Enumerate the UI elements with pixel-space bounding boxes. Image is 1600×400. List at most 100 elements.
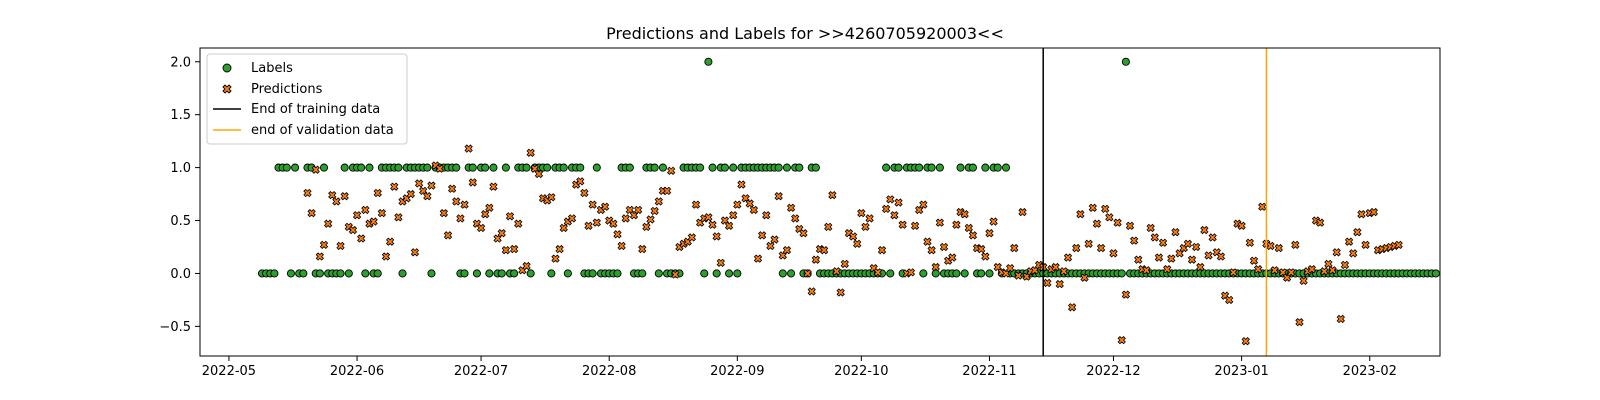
prediction-point	[1121, 290, 1131, 299]
label-point	[344, 269, 353, 278]
label-point	[638, 269, 647, 278]
prediction-point	[303, 188, 312, 198]
prediction-point	[762, 211, 771, 220]
prediction-point	[650, 206, 659, 216]
prediction-point	[1076, 210, 1085, 219]
prediction-point	[646, 215, 655, 224]
label-point	[782, 163, 791, 172]
prediction-point	[881, 204, 891, 214]
prediction-point	[485, 203, 494, 212]
prediction-point	[1080, 273, 1089, 282]
legend-validation-text: end of validation data	[251, 123, 394, 138]
prediction-point	[1018, 207, 1027, 217]
label-point	[365, 163, 374, 172]
prediction-point	[1274, 243, 1283, 253]
label-point	[787, 269, 796, 278]
prediction-point	[1249, 256, 1259, 265]
prediction-point	[311, 165, 320, 174]
prediction-point	[592, 218, 601, 227]
prediction-point	[799, 229, 808, 238]
label-point	[956, 163, 965, 172]
prediction-point	[906, 268, 916, 277]
label-point	[981, 163, 990, 172]
prediction-point	[704, 213, 713, 222]
prediction-point	[1158, 238, 1168, 247]
prediction-point	[1117, 335, 1126, 345]
prediction-point	[497, 229, 506, 238]
prediction-point	[1340, 260, 1350, 270]
prediction-point	[687, 233, 697, 242]
label-point	[547, 269, 556, 278]
prediction-point	[865, 214, 874, 223]
label-point	[625, 163, 634, 172]
prediction-point	[753, 254, 763, 263]
prediction-point	[1171, 227, 1180, 237]
prediction-point	[1051, 262, 1060, 272]
prediction-point	[336, 241, 345, 251]
prediction-point	[898, 220, 907, 229]
label-point	[510, 269, 519, 278]
prediction-point	[791, 214, 800, 223]
legend-training-text: End of training data	[251, 102, 380, 117]
x-tick-label: 2022-05	[202, 364, 256, 379]
prediction-point	[1369, 207, 1379, 217]
prediction-point	[410, 248, 420, 257]
prediction-point	[1088, 203, 1097, 212]
prediction-point	[981, 252, 990, 261]
label-point	[340, 163, 349, 172]
label-point	[398, 269, 407, 278]
label-point	[576, 163, 585, 172]
prediction-point	[848, 232, 858, 241]
prediction-point	[774, 192, 783, 201]
prediction-point	[1055, 279, 1064, 289]
prediction-point	[534, 169, 544, 179]
prediction-point	[968, 231, 978, 240]
prediction-point	[836, 288, 845, 297]
label-point	[361, 269, 370, 278]
label-point	[712, 269, 721, 278]
prediction-point	[555, 244, 564, 254]
prediction-point	[1200, 225, 1209, 235]
x-tick-label: 2022-06	[330, 364, 384, 379]
prediction-point	[691, 200, 701, 209]
prediction-point	[638, 244, 647, 254]
plot-area	[257, 48, 1440, 356]
prediction-point	[1163, 265, 1172, 274]
prediction-point	[1237, 221, 1246, 230]
label-point	[725, 269, 734, 278]
prediction-point	[1357, 210, 1366, 219]
prediction-point	[861, 222, 870, 232]
prediction-point	[509, 244, 519, 254]
prediction-point	[381, 252, 391, 261]
label-point	[481, 163, 490, 172]
prediction-point	[1084, 239, 1093, 248]
prediction-point	[332, 197, 341, 206]
prediction-point	[489, 182, 498, 191]
prediction-point	[886, 195, 895, 204]
label-point	[423, 163, 432, 172]
prediction-point	[1109, 249, 1118, 258]
legend-predictions-marker	[222, 84, 232, 94]
label-point	[1431, 269, 1440, 278]
label-point	[919, 269, 928, 278]
prediction-point	[948, 253, 957, 262]
prediction-point	[1324, 259, 1333, 269]
prediction-point	[1101, 204, 1110, 214]
y-tick-label: −0.5	[159, 320, 191, 335]
prediction-point	[1129, 236, 1139, 245]
label-point	[882, 163, 891, 172]
label-point	[894, 163, 903, 172]
prediction-point	[1332, 248, 1341, 257]
prediction-point	[782, 245, 792, 255]
label-point	[497, 269, 506, 278]
prediction-point	[501, 245, 511, 255]
prediction-point	[1295, 317, 1304, 327]
prediction-point	[580, 188, 589, 198]
prediction-point	[1187, 255, 1197, 264]
prediction-point	[1113, 218, 1122, 227]
x-tick-label: 2022-10	[834, 364, 888, 379]
prediction-point	[1150, 233, 1159, 242]
prediction-point	[1204, 251, 1213, 260]
prediction-point	[385, 237, 395, 246]
label-point	[774, 163, 783, 172]
